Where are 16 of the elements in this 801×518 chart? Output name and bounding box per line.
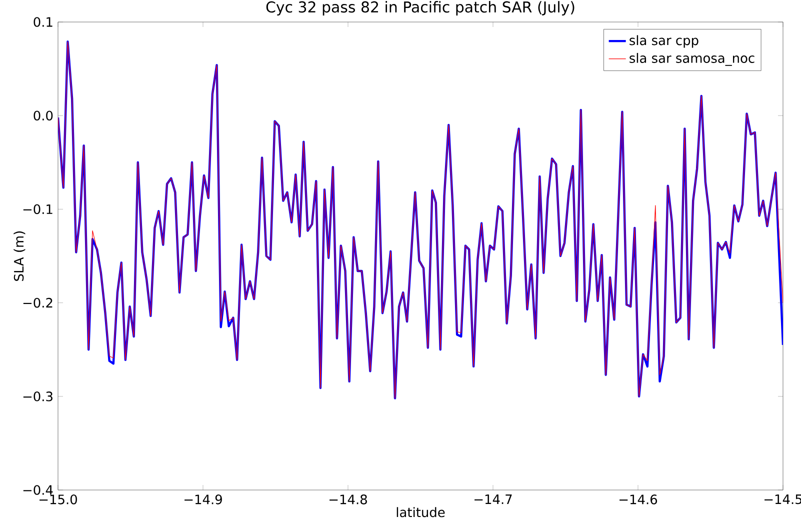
legend-label: sla sar samosa_noc xyxy=(630,52,754,66)
x-axis-title: latitude xyxy=(396,507,445,518)
x-tick-label: −14.7 xyxy=(474,494,512,504)
y-tick-label: −0.4 xyxy=(23,485,53,495)
y-tick-label: −0.2 xyxy=(23,298,52,308)
y-tick-label: −0.1 xyxy=(23,204,52,214)
y-tick-label: −0.3 xyxy=(23,392,52,402)
y-tick-label: 0.1 xyxy=(34,17,52,27)
chart-title: Cyc 32 pass 82 in Pacific patch SAR (July) xyxy=(266,1,574,16)
x-tick-label: −14.8 xyxy=(330,494,367,504)
legend-label: sla sar cpp xyxy=(630,35,698,48)
y-tick-label: 0.0 xyxy=(34,110,53,120)
x-tick-label: −14.6 xyxy=(620,494,658,504)
y-axis-title: SLA (m) xyxy=(14,231,26,281)
x-tick-label: −15.0 xyxy=(40,494,77,504)
x-tick-label: −14.9 xyxy=(184,494,222,504)
